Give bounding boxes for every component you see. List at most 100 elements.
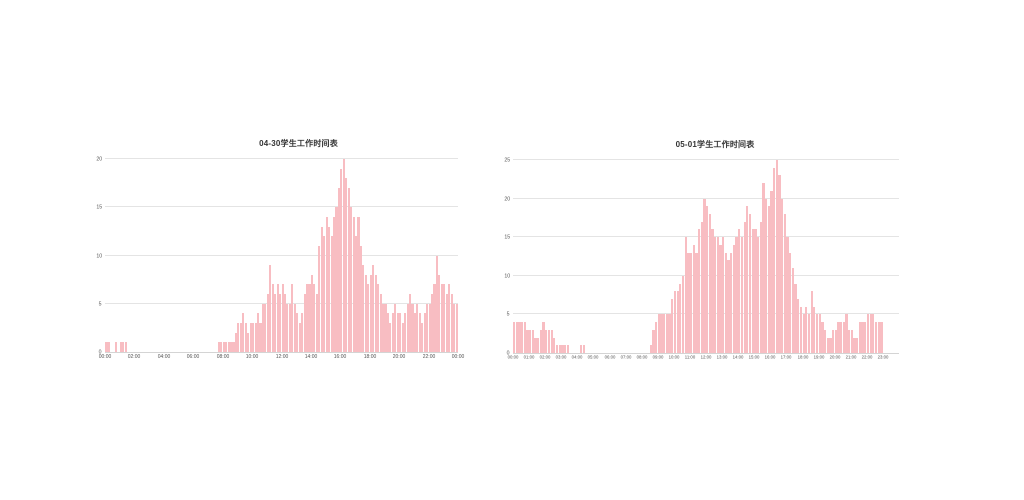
histogram-bar [727, 260, 730, 353]
histogram-bar [222, 342, 225, 352]
histogram-bar [558, 345, 561, 353]
histogram-bar [286, 303, 289, 352]
histogram-bar [813, 306, 816, 353]
histogram-bar [323, 236, 326, 352]
y-tick-label: 0 [507, 350, 510, 356]
histogram-bar [687, 252, 690, 353]
histogram-bar [440, 284, 443, 352]
histogram-bar [845, 314, 848, 353]
histogram-bar [249, 323, 252, 352]
histogram-bar [443, 284, 446, 352]
histogram-bar [799, 306, 803, 353]
histogram-bar [239, 323, 242, 352]
histogram-bar [684, 237, 687, 353]
x-tick-label: 14:00 [304, 354, 318, 360]
histogram-bar [396, 313, 399, 352]
histogram-bar [237, 323, 240, 352]
histogram-bar [325, 216, 328, 352]
histogram-bar [738, 229, 741, 353]
histogram-bar [542, 322, 545, 353]
histogram-bar [242, 313, 245, 352]
histogram-bar [435, 255, 439, 352]
histogram-bar [866, 314, 870, 353]
x-tick-label: 06:00 [604, 355, 615, 360]
histogram-bar [418, 313, 421, 352]
histogram-bar [523, 322, 526, 353]
x-tick-label: 21:00 [845, 355, 857, 360]
histogram-bar [310, 274, 313, 352]
x-tick-label: 03:00 [555, 355, 567, 360]
histogram-bar [826, 337, 829, 353]
histogram-bar [665, 314, 669, 353]
x-tick-label: 05:00 [588, 355, 599, 360]
histogram-bar [254, 323, 257, 352]
chart-title-05-01: 05-01学生工作时间表 [675, 140, 755, 149]
x-tick-label: 19:00 [813, 355, 824, 360]
histogram-bar [445, 294, 448, 352]
x-tick-label: 14:00 [732, 355, 744, 360]
histogram-bar [582, 345, 585, 353]
histogram-bar [553, 337, 556, 353]
histogram-bar [345, 178, 348, 352]
histogram-bar [384, 303, 387, 352]
histogram-bar [225, 342, 228, 352]
histogram-bar [266, 294, 269, 352]
plot-area-05-01: 0 5 10 15 20 25 00:00 01:00 02:00 03:00 04:00 05:00… [504, 157, 899, 360]
histogram-bar [716, 237, 719, 353]
histogram-bar [105, 342, 108, 352]
y-tick-label: 20 [504, 195, 510, 202]
x-tick-label: 06:00 [186, 354, 200, 360]
histogram-bar [848, 329, 851, 353]
histogram-bar [719, 244, 722, 353]
histogram-bar [815, 314, 819, 353]
y-tick-label: 0 [99, 349, 102, 355]
histogram-bar [357, 216, 360, 352]
histogram-bar [786, 237, 789, 353]
histogram-bar [652, 329, 655, 353]
x-tick-label: 10:00 [245, 354, 259, 360]
y-tick-label: 5 [99, 300, 102, 307]
x-tick-label: 02:00 [539, 355, 551, 360]
histogram-bar [252, 323, 255, 352]
histogram-bar [834, 329, 837, 353]
x-tick-label: 16:00 [764, 355, 776, 360]
histogram-bar [355, 236, 358, 352]
histogram-bar [303, 294, 306, 352]
histogram-bar [547, 329, 551, 353]
histogram-bar [754, 229, 757, 353]
x-tick-label: 00:00 [98, 354, 112, 360]
histogram-bar [880, 322, 883, 353]
histogram-bar [296, 313, 299, 352]
histogram-bar [401, 323, 404, 352]
histogram-bar [550, 329, 553, 353]
histogram-bar [877, 322, 880, 353]
histogram-bar [714, 237, 717, 353]
histogram-bar [408, 294, 412, 352]
histogram-bar [347, 187, 350, 352]
x-tick-label: 00:00 [451, 354, 465, 360]
histogram-bar [230, 342, 233, 352]
histogram-bar [274, 294, 277, 352]
y-tick-label: 10 [504, 272, 510, 279]
histogram-bar [781, 198, 784, 353]
gridline-y25 [513, 159, 899, 160]
histogram-bar [537, 337, 540, 353]
histogram-bar [821, 322, 824, 353]
histogram-bar [271, 284, 274, 352]
histogram-bar [563, 345, 567, 353]
histogram-bar [856, 337, 859, 353]
histogram-bar [279, 294, 282, 352]
histogram-bar [227, 342, 230, 352]
histogram-bar [406, 303, 409, 352]
histogram-bar [438, 274, 441, 352]
histogram-bar [330, 236, 333, 352]
histogram-bar [545, 329, 548, 353]
x-tick-label: 22:00 [861, 355, 873, 360]
histogram-bar [764, 198, 768, 353]
histogram-bar [426, 303, 429, 352]
histogram-bar [657, 314, 661, 353]
histogram-bar [455, 303, 458, 352]
histogram-bar [359, 245, 363, 352]
x-axis-line [105, 352, 458, 353]
